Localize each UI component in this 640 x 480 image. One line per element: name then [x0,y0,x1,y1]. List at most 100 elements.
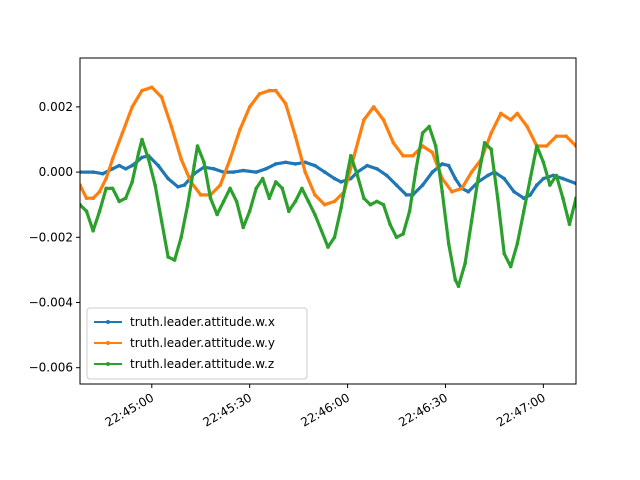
data-point [495,196,500,200]
legend-item: truth.leader.attitude.w.y [94,336,275,350]
data-point [394,235,399,240]
legend-box [86,307,308,380]
data-point [241,168,245,173]
data-point [554,173,559,178]
data-point [123,196,128,200]
data-point [319,229,324,233]
data-point [515,111,520,116]
data-point [215,212,219,217]
data-point [339,206,343,210]
data-point [221,199,226,204]
data-point [264,167,268,171]
data-point [322,202,327,207]
data-point [254,170,258,174]
data-point [146,157,151,161]
data-point [110,186,115,191]
data-point [499,111,503,116]
data-point [388,222,392,227]
data-point [274,180,278,184]
data-point [231,170,236,174]
data-point [541,160,546,165]
data-point [97,209,102,213]
data-point [564,134,568,138]
data-point [349,154,353,158]
y-tick-label: −0.002 [29,230,73,244]
data-point [525,124,529,129]
series-layer [80,85,576,289]
data-point [528,176,533,181]
data-point [544,144,549,148]
data-point [91,170,95,174]
legend-marker [106,320,110,324]
y-axis: 0.002 0.000 −0.002 −0.004 −0.006 [29,100,80,375]
data-point [91,229,95,233]
data-point [293,199,298,204]
data-point [123,167,128,171]
data-point [228,157,232,161]
data-point [430,170,435,174]
data-point [456,284,461,289]
data-point [535,144,539,148]
data-point [368,202,373,207]
data-point [195,144,200,148]
data-point [84,209,89,213]
data-point [274,162,278,166]
data-point [401,232,405,236]
data-point [241,225,245,230]
data-point [326,245,330,249]
data-point [306,199,311,204]
legend-label: truth.leader.attitude.w.z [130,357,274,371]
data-point [140,88,144,93]
data-point [179,235,183,240]
data-point [466,189,471,194]
plot-frame [79,57,577,385]
data-point [375,167,379,171]
data-point [283,101,288,106]
data-point [482,141,487,145]
data-point [407,209,412,213]
data-point [446,163,451,168]
data-point [97,189,102,194]
data-point [234,199,239,204]
legend: truth.leader.attitude.w.x truth.leader.at… [86,307,308,380]
data-point [117,199,121,204]
data-point [430,150,435,155]
data-point [313,193,317,197]
data-point [247,105,252,109]
data-point [274,88,278,93]
data-point [110,157,115,161]
data-point [176,185,180,189]
data-point [339,180,343,184]
data-point [502,251,507,256]
data-point [460,186,464,191]
data-point [130,163,134,168]
data-point [267,88,272,93]
data-point [561,176,565,181]
data-point [283,160,288,165]
data-point [313,212,317,217]
data-point [404,193,409,197]
data-point [247,209,252,213]
data-point [502,176,507,181]
y-tick-label: −0.006 [29,361,73,375]
legend-marker [106,362,110,366]
data-point [166,176,170,181]
data-point [198,193,203,197]
data-point [414,167,418,171]
data-point [280,186,285,191]
data-point [104,176,108,181]
data-point [218,183,223,187]
legend-item: truth.leader.attitude.w.x [94,315,275,329]
data-point [117,163,121,168]
data-point [401,154,405,158]
data-point [101,171,105,176]
data-point [172,258,177,262]
data-point [561,196,565,200]
data-point [535,183,539,187]
data-point [110,167,115,171]
data-point [169,124,174,129]
data-point [166,255,170,259]
data-point [130,180,134,184]
data-point [150,85,154,90]
data-point [208,196,213,200]
